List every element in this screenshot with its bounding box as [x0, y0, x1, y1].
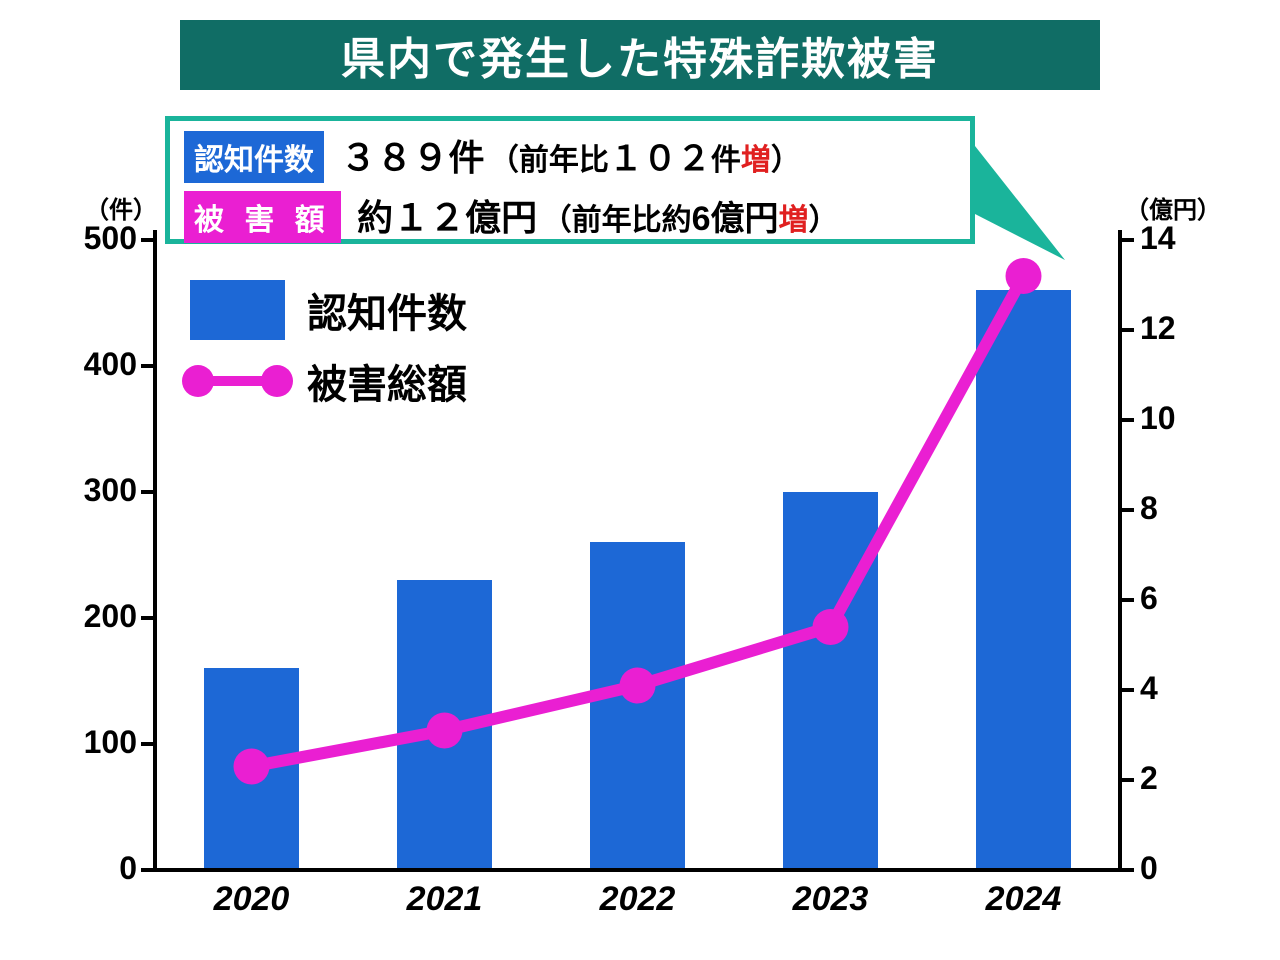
bar: [590, 542, 685, 870]
callout-cases-paren: （前年比１０２件増）: [489, 144, 801, 177]
legend-bar-label: 認知件数: [307, 281, 467, 339]
right-tick-label: 8: [1140, 490, 1158, 527]
left-tick-label: 300: [65, 472, 137, 509]
t: ）: [809, 204, 839, 237]
left-tick-label: 0: [65, 850, 137, 887]
x-category-label: 2024: [986, 880, 1062, 919]
bar: [204, 668, 299, 870]
right-tick-label: 6: [1140, 580, 1158, 617]
right-tick-label: 0: [1140, 850, 1158, 887]
t: １０２: [609, 140, 711, 178]
legend-bar-swatch: [190, 280, 285, 340]
left-tick-label: 100: [65, 724, 137, 761]
right-tick-label: 12: [1140, 310, 1176, 347]
right-tick-label: 14: [1140, 220, 1176, 257]
right-axis-unit: （億円）: [1125, 190, 1221, 225]
right-tick-label: 2: [1140, 760, 1158, 797]
left-tick-label: 500: [65, 220, 137, 257]
t: 件: [711, 144, 741, 177]
left-tick-label: 400: [65, 346, 137, 383]
badge-damage: 被 害 額: [184, 191, 341, 243]
callout-damage-value: 約１２億円: [357, 197, 537, 238]
t: 増: [779, 204, 809, 237]
right-tick-label: 4: [1140, 670, 1158, 707]
t: （前年比約: [542, 204, 692, 237]
legend-line-swatch: [190, 376, 285, 386]
legend-bar-row: 認知件数: [190, 280, 467, 340]
callout-damage-paren: （前年比約6億円増）: [542, 204, 839, 237]
bar: [397, 580, 492, 870]
t: （前年比: [489, 144, 609, 177]
right-tick-label: 10: [1140, 400, 1176, 437]
legend-line-label: 被害総額: [307, 352, 467, 410]
t: 6億円: [692, 200, 779, 238]
bar: [976, 290, 1071, 870]
left-axis-unit: （件）: [85, 190, 157, 225]
t: ）: [771, 144, 801, 177]
badge-cases: 認知件数: [184, 131, 324, 183]
bar: [783, 492, 878, 870]
t: 増: [741, 144, 771, 177]
callout-line-1: 認知件数 ３８９件 （前年比１０２件増）: [184, 129, 956, 183]
legend: 認知件数 被害総額: [190, 280, 467, 422]
left-tick-label: 200: [65, 598, 137, 635]
callout-line-2: 被 害 額 約１２億円 （前年比約6億円増）: [184, 189, 956, 243]
x-category-label: 2022: [600, 880, 676, 919]
callout-cases-value: ３８９件: [340, 137, 484, 178]
x-category-label: 2020: [214, 880, 290, 919]
legend-line-row: 被害総額: [190, 352, 467, 410]
x-category-label: 2023: [793, 880, 869, 919]
summary-callout: 認知件数 ３８９件 （前年比１０２件増） 被 害 額 約１２億円 （前年比約6億…: [165, 116, 975, 244]
x-category-label: 2021: [407, 880, 483, 919]
